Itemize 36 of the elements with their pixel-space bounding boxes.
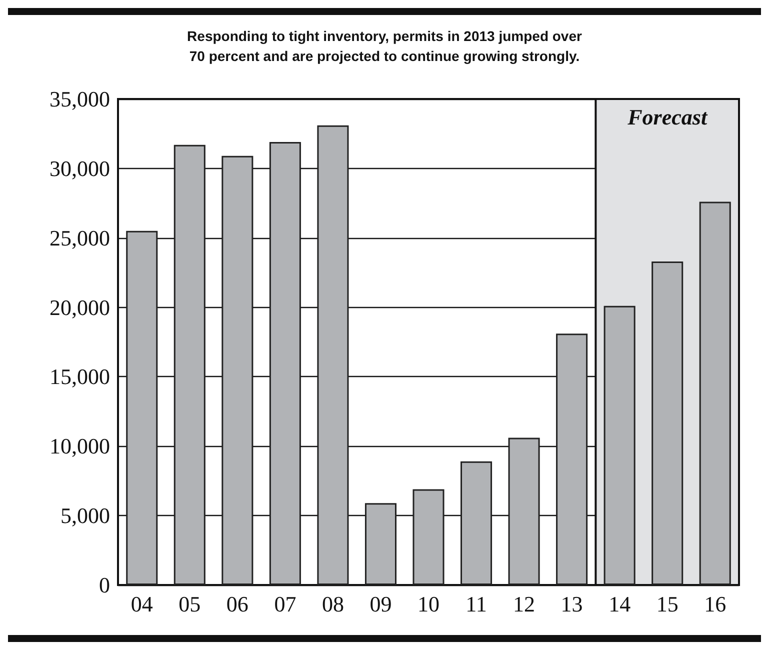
- y-tick-label: 35,000: [50, 86, 110, 112]
- bar: [412, 489, 444, 585]
- x-tick-label: 11: [466, 592, 487, 616]
- x-tick-label: 15: [656, 592, 678, 616]
- chart-title: Responding to tight inventory, permits in 2013 jumped over 70 percent and are projected to continue growing strongly.: [187, 28, 583, 64]
- x-tick-label: 10: [418, 592, 440, 616]
- x-tick-label: 04: [130, 592, 153, 616]
- y-tick-label: 5,000: [60, 503, 110, 528]
- y-tick-label: 25,000: [50, 225, 110, 250]
- y-tick-label: 10,000: [50, 434, 110, 459]
- bar: [604, 306, 636, 585]
- x-tick-label: 07: [274, 592, 296, 616]
- bar: [364, 503, 396, 585]
- bar: [222, 156, 254, 585]
- bar: [174, 144, 206, 585]
- x-tick-label: 08: [322, 592, 344, 616]
- x-tick-label: 06: [226, 592, 248, 616]
- x-tick-label: 05: [178, 592, 201, 616]
- x-tick-label: 16: [704, 592, 726, 616]
- y-tick-label: 30,000: [50, 156, 110, 181]
- bar: [269, 142, 301, 585]
- x-tick-label: 09: [370, 592, 392, 616]
- y-tick-label: 0: [99, 572, 110, 598]
- bar: [652, 261, 684, 585]
- x-tick-label: 13: [560, 592, 583, 616]
- x-tick-label: 12: [513, 592, 536, 616]
- y-tick-label: 20,000: [50, 294, 110, 320]
- bar: [556, 334, 588, 585]
- bar: [126, 230, 158, 585]
- bar: [508, 438, 540, 585]
- y-tick-label: 15,000: [50, 364, 110, 390]
- bar: [460, 461, 492, 585]
- bar: [317, 125, 349, 585]
- band-label: Forecast: [626, 104, 708, 130]
- x-tick-label: 14: [608, 592, 631, 616]
- bar: [699, 202, 731, 585]
